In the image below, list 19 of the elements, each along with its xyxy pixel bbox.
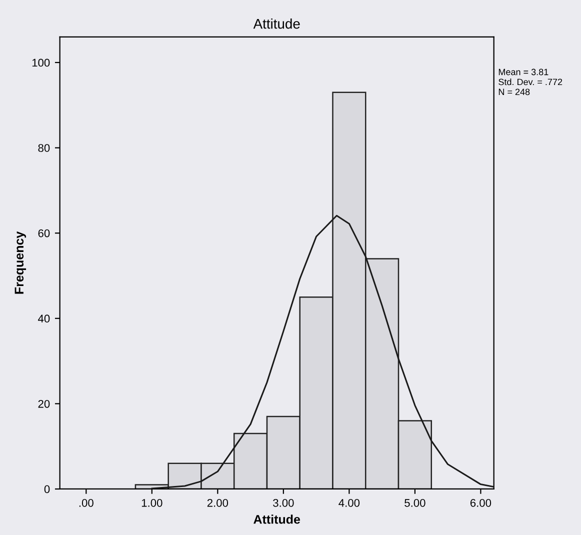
text: Mean = 3.81 (498, 68, 548, 76)
text: N = 248 (498, 88, 530, 96)
y-tick-label: 0 (44, 485, 50, 494)
y-tick-label: 20 (38, 400, 50, 408)
x-tick-label: 4.00 (338, 499, 360, 507)
x-tick-label: 1.00 (142, 499, 162, 507)
x-tick-label: 2.00 (207, 499, 228, 507)
x-tick-label: 5.00 (404, 499, 426, 507)
y-tick-label: 40 (38, 314, 50, 323)
x-tick-label: 6.00 (470, 499, 492, 507)
x-tick-label: 3.00 (273, 499, 294, 507)
y-axis-title: Frequency (14, 231, 26, 294)
x-tick-label: .00 (79, 499, 94, 507)
chart-title: Attitude (253, 18, 300, 29)
y-tick-label: 80 (38, 144, 50, 152)
y-tick-label: 100 (32, 58, 50, 67)
text: Std. Dev. = .772 (498, 78, 562, 86)
y-tick-label: 60 (38, 229, 50, 238)
x-axis-title: Attitude (254, 514, 300, 524)
